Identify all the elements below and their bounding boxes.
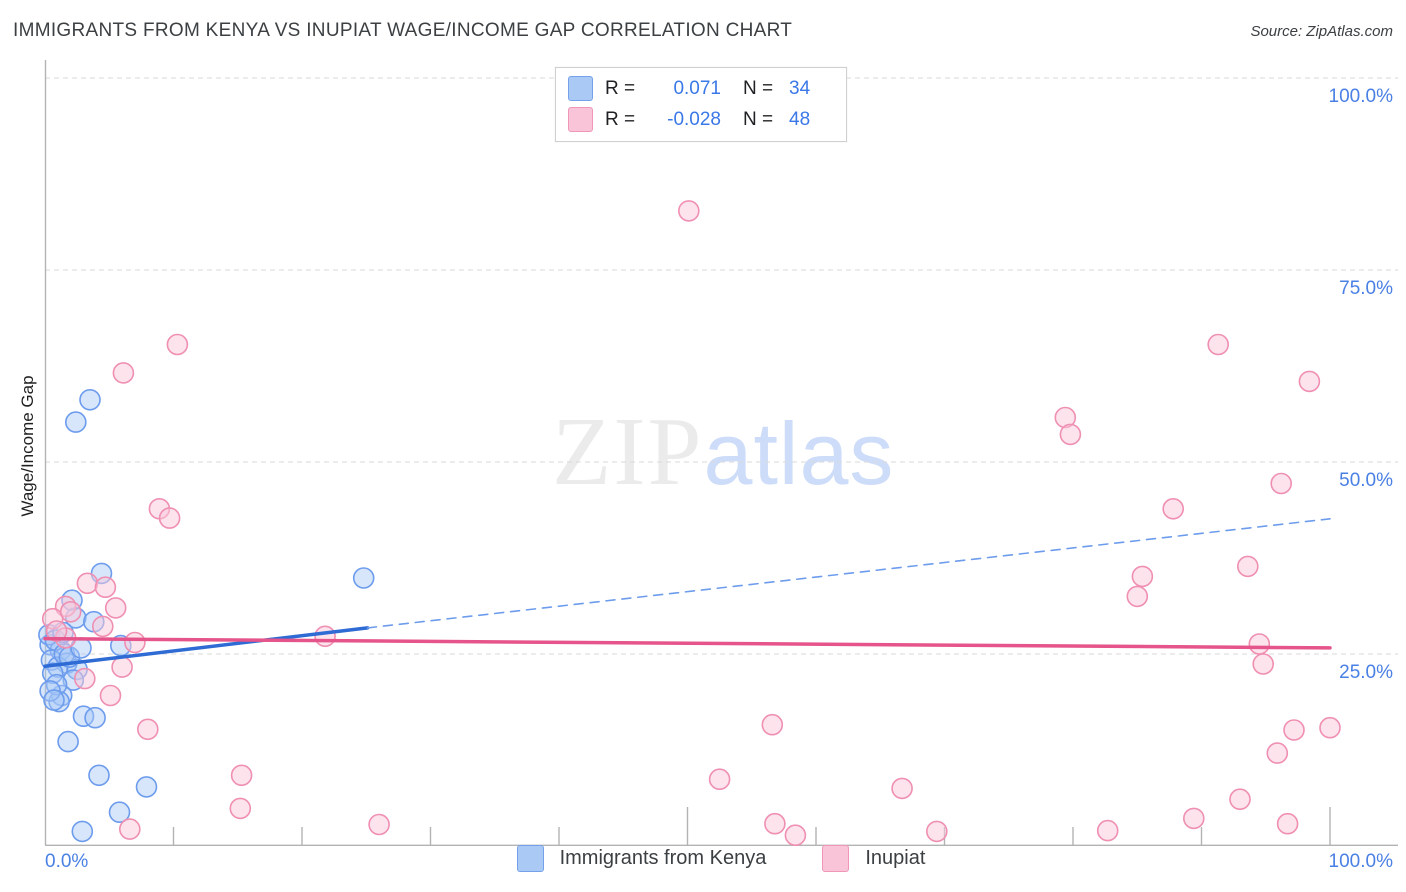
inupiat-data-point: [1248, 633, 1271, 655]
inupiat-data-point: [784, 824, 807, 847]
inupiat-data-point: [1270, 472, 1292, 495]
inupiat-data-point: [119, 818, 141, 840]
inupiat-data-point: [230, 764, 253, 787]
inupiat-data-point: [1283, 719, 1305, 741]
kenya-legend-swatch-icon: [516, 845, 544, 872]
page-title: IMMIGRANTS FROM KENYA VS INUPIAT WAGE/IN…: [13, 20, 793, 41]
source-attribution: Source: ZipAtlas.com: [1250, 23, 1393, 40]
y-axis-title: Wage/Income Gap: [18, 375, 37, 517]
inupiat-data-point: [76, 572, 99, 595]
inupiat-data-point: [1237, 555, 1259, 578]
inupiat-data-point: [677, 200, 700, 222]
inupiat-data-point: [74, 667, 96, 690]
inupiat-data-point: [368, 813, 390, 836]
inupiat-data-point: [1229, 788, 1251, 811]
inupiat-data-point: [708, 768, 731, 791]
n-value-kenya: 34: [789, 77, 811, 99]
y-tick-label-100: 100.0%: [1328, 86, 1393, 107]
x-tick-label-0: 0.0%: [45, 851, 89, 872]
inupiat-swatch-icon: [568, 107, 593, 132]
kenya-data-point: [41, 662, 64, 685]
trendline-kenya-solid: [43, 626, 370, 669]
inupiat-data-point: [1266, 742, 1289, 764]
kenya-data-point: [108, 801, 131, 824]
n-label: N =: [743, 108, 774, 130]
inupiat-data-point: [94, 576, 117, 599]
inupiat-data-point: [124, 631, 146, 654]
inupiat-data-point: [229, 797, 252, 820]
inupiat-data-point: [59, 600, 82, 623]
inupiat-data-point: [158, 507, 181, 529]
x-tick-label-100: 100.0%: [1328, 851, 1393, 872]
inupiat-data-point: [925, 820, 948, 843]
trendline-kenya-dashed: [366, 517, 1331, 629]
kenya-legend-label: Immigrants from Kenya: [559, 847, 767, 869]
inupiat-data-point: [1276, 812, 1299, 835]
y-tick-label-25: 25.0%: [1339, 662, 1393, 683]
n-label: N =: [743, 77, 774, 99]
inupiat-data-point: [1096, 819, 1119, 842]
kenya-data-point: [43, 689, 65, 711]
r-value-kenya: 0.071: [673, 77, 721, 99]
inupiat-data-point: [1183, 807, 1205, 830]
inupiat-data-point: [104, 597, 127, 619]
inupiat-data-point: [761, 713, 784, 736]
series-legend: Immigrants from Kenya Inupiat: [0, 845, 1406, 872]
inupiat-data-point: [1162, 497, 1184, 520]
kenya-data-point: [71, 820, 94, 843]
inupiat-data-point: [92, 615, 114, 638]
n-value-inupiat: 48: [789, 108, 811, 130]
kenya-data-point: [57, 730, 79, 753]
inupiat-data-point: [166, 333, 189, 356]
r-label: R =: [605, 77, 636, 99]
inupiat-data-point: [137, 718, 159, 741]
inupiat-data-point: [1298, 370, 1321, 393]
inupiat-data-point: [1252, 653, 1274, 675]
inupiat-data-point: [1131, 565, 1154, 588]
inupiat-data-point: [1207, 333, 1229, 356]
kenya-data-point: [352, 567, 375, 589]
inupiat-data-point: [764, 812, 786, 835]
kenya-data-point: [65, 411, 87, 433]
kenya-data-point: [79, 388, 101, 411]
kenya-swatch-icon: [568, 76, 593, 101]
inupiat-data-point: [1059, 423, 1082, 446]
correlation-legend-box: R = 0.071 N = 34 R = -0.028 N = 48: [555, 67, 847, 142]
legend-row-inupiat: R = -0.028 N = 48: [568, 107, 834, 132]
kenya-data-point: [88, 764, 110, 787]
inupiat-legend-swatch-icon: [822, 845, 850, 872]
r-label: R =: [605, 108, 636, 130]
inupiat-data-point: [314, 625, 336, 648]
r-value-inupiat: -0.028: [667, 108, 721, 130]
trendline-inupiat-solid: [43, 636, 1332, 650]
inupiat-data-point: [1126, 585, 1149, 608]
inupiat-data-point: [112, 362, 135, 384]
inupiat-data-point: [111, 656, 133, 678]
y-tick-label-50: 50.0%: [1339, 470, 1393, 491]
kenya-data-point: [135, 776, 158, 798]
inupiat-data-point: [45, 620, 68, 642]
legend-row-kenya: R = 0.071 N = 34: [568, 76, 834, 101]
inupiat-data-point: [891, 777, 913, 800]
inupiat-legend-label: Inupiat: [865, 847, 926, 869]
inupiat-data-point: [99, 684, 122, 707]
inupiat-data-point: [1319, 716, 1341, 739]
y-tick-label-75: 75.0%: [1339, 278, 1393, 299]
kenya-data-point: [84, 706, 106, 729]
